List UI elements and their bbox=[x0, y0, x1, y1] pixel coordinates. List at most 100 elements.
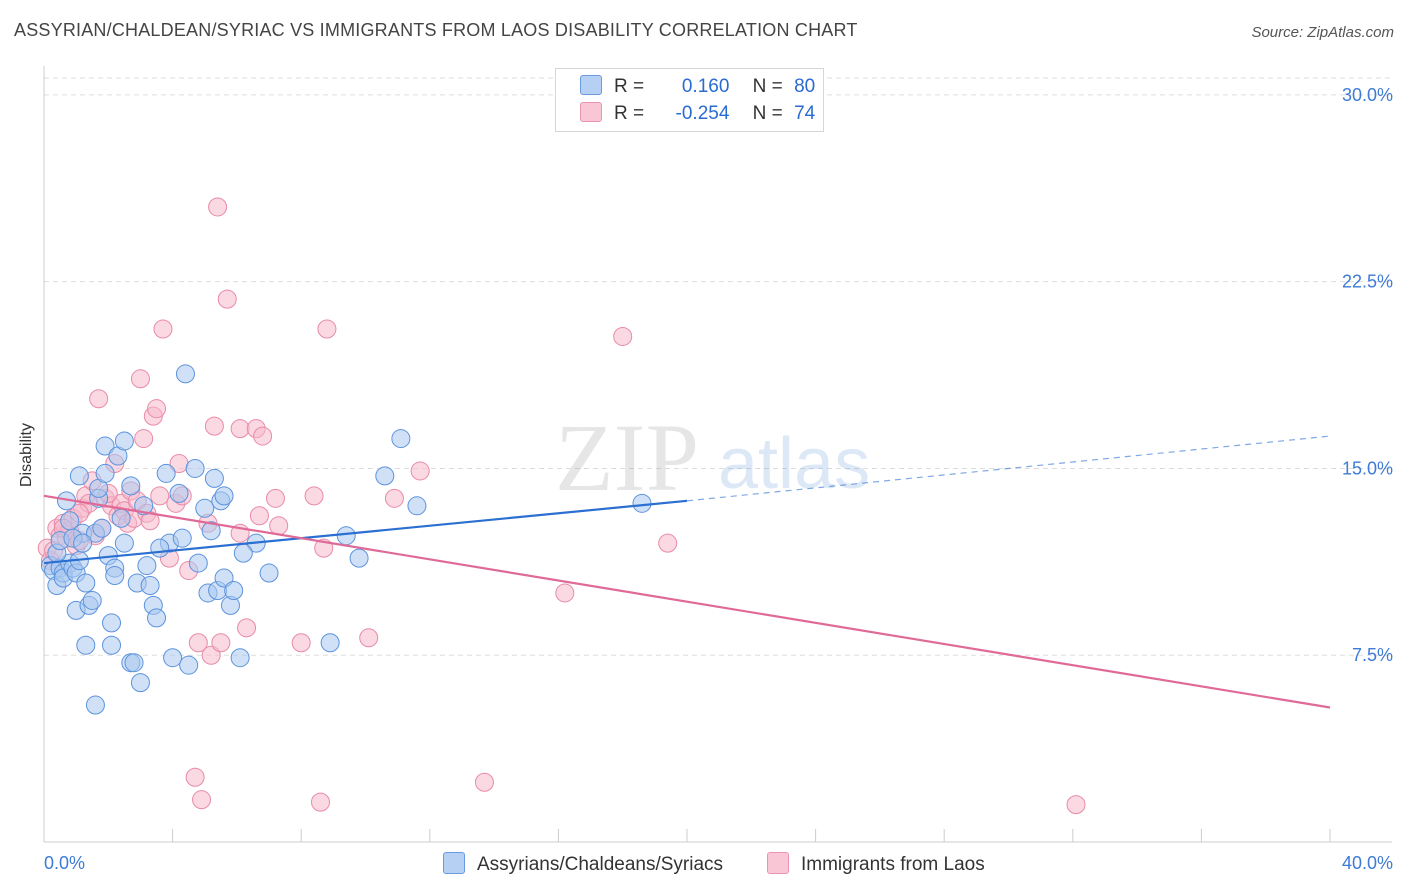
data-point-assyrians bbox=[73, 533, 93, 553]
source-label: Source: ZipAtlas.com bbox=[1251, 24, 1394, 41]
data-point-assyrians bbox=[76, 573, 96, 593]
data-point-assyrians bbox=[130, 673, 150, 693]
data-point-assyrians bbox=[124, 653, 144, 673]
data-point-assyrians bbox=[336, 526, 356, 546]
data-point-assyrians bbox=[111, 508, 131, 528]
data-point-assyrians bbox=[95, 436, 115, 456]
x-tick-label: 40.0% bbox=[1342, 853, 1393, 873]
data-point-assyrians bbox=[233, 543, 253, 563]
y-tick-labels: 7.5% 15.0% 22.5% 30.0% bbox=[1342, 85, 1393, 665]
data-point-laos bbox=[237, 618, 257, 638]
legend-n-value: 74 bbox=[794, 103, 816, 124]
legend-r-label: R = bbox=[614, 76, 645, 97]
legend-swatch-pink bbox=[580, 102, 602, 122]
legend-swatch-blue bbox=[580, 75, 602, 95]
data-point-assyrians bbox=[259, 563, 279, 583]
data-point-laos bbox=[613, 326, 633, 346]
data-point-assyrians bbox=[85, 695, 105, 715]
trend-lines bbox=[43, 435, 1331, 709]
data-point-assyrians bbox=[204, 468, 224, 488]
legend-n-value: 80 bbox=[794, 76, 816, 97]
data-point-assyrians bbox=[391, 429, 411, 449]
data-point-laos bbox=[474, 772, 494, 792]
data-point-assyrians bbox=[169, 483, 189, 503]
correlation-legend: R = 0.160 N = 80 R = -0.254 N = 74 bbox=[555, 68, 824, 132]
data-point-assyrians bbox=[214, 486, 234, 506]
data-point-laos bbox=[1066, 795, 1086, 815]
data-point-laos bbox=[291, 633, 311, 653]
data-point-assyrians bbox=[137, 556, 157, 576]
data-point-laos bbox=[359, 628, 379, 648]
data-point-assyrians bbox=[195, 498, 215, 518]
data-point-laos bbox=[265, 488, 285, 508]
trend-line-assyrians-extrapolated bbox=[686, 435, 1331, 502]
legend-item-laos[interactable]: Immigrants from Laos bbox=[767, 852, 985, 876]
legend-swatch-pink bbox=[767, 852, 789, 874]
data-point-laos bbox=[230, 419, 250, 439]
legend-r-value: 0.160 bbox=[681, 76, 730, 97]
data-point-laos bbox=[410, 461, 430, 481]
data-point-assyrians bbox=[121, 476, 141, 496]
data-point-laos bbox=[188, 633, 208, 653]
data-point-laos bbox=[204, 416, 224, 436]
data-point-assyrians bbox=[102, 613, 122, 633]
chart-title: ASSYRIAN/CHALDEAN/SYRIAC VS IMMIGRANTS F… bbox=[14, 20, 858, 40]
data-point-assyrians bbox=[163, 648, 183, 668]
data-point-assyrians bbox=[156, 463, 176, 483]
watermark-atlas: atlas bbox=[718, 424, 870, 504]
data-point-assyrians bbox=[102, 635, 122, 655]
data-point-assyrians bbox=[179, 655, 199, 675]
legend-r-value: -0.254 bbox=[675, 103, 730, 124]
data-point-assyrians bbox=[172, 528, 192, 548]
data-point-laos bbox=[134, 429, 154, 449]
data-point-laos bbox=[185, 767, 205, 787]
data-point-assyrians bbox=[185, 458, 205, 478]
data-point-laos bbox=[384, 488, 404, 508]
data-point-laos bbox=[555, 583, 575, 603]
data-point-assyrians bbox=[140, 575, 160, 595]
data-point-assyrians bbox=[92, 518, 112, 538]
data-point-laos bbox=[211, 633, 231, 653]
data-point-assyrians bbox=[632, 493, 652, 513]
watermark-zip: ZIP bbox=[555, 404, 699, 511]
data-point-assyrians bbox=[114, 431, 134, 451]
legend-n-label: N = bbox=[752, 103, 783, 124]
data-point-laos bbox=[153, 319, 173, 339]
data-point-laos bbox=[150, 486, 170, 506]
data-point-assyrians bbox=[230, 648, 250, 668]
y-tick-label: 22.5% bbox=[1342, 272, 1393, 292]
series-assyrians bbox=[40, 364, 652, 715]
legend-item-label: Assyrians/Chaldeans/Syriacs bbox=[477, 854, 724, 875]
data-point-assyrians bbox=[224, 580, 244, 600]
series-legend: Assyrians/Chaldeans/Syriacs Immigrants f… bbox=[0, 852, 1406, 878]
x-tick-label: 0.0% bbox=[44, 853, 85, 873]
data-point-laos bbox=[217, 289, 237, 309]
data-point-assyrians bbox=[201, 521, 221, 541]
y-tick-label: 15.0% bbox=[1342, 458, 1393, 478]
legend-item-label: Immigrants from Laos bbox=[801, 854, 985, 875]
data-point-assyrians bbox=[150, 538, 170, 558]
legend-swatch-blue bbox=[443, 852, 465, 874]
y-tick-label: 30.0% bbox=[1342, 85, 1393, 105]
trend-line-laos bbox=[43, 494, 1331, 709]
data-point-laos bbox=[89, 389, 109, 409]
legend-r-label: R = bbox=[614, 103, 645, 124]
data-point-assyrians bbox=[69, 466, 89, 486]
data-point-laos bbox=[208, 197, 228, 217]
legend-item-assyrians[interactable]: Assyrians/Chaldeans/Syriacs bbox=[443, 852, 723, 876]
data-point-assyrians bbox=[349, 548, 369, 568]
y-tick-label: 7.5% bbox=[1352, 645, 1393, 665]
data-point-laos bbox=[269, 516, 289, 536]
data-point-assyrians bbox=[82, 590, 102, 610]
data-point-laos bbox=[658, 533, 678, 553]
data-point-assyrians bbox=[320, 633, 340, 653]
legend-n-label: N = bbox=[752, 76, 783, 97]
data-point-laos bbox=[253, 426, 273, 446]
data-point-assyrians bbox=[114, 533, 134, 553]
data-point-assyrians bbox=[134, 496, 154, 516]
data-point-laos bbox=[249, 506, 269, 526]
data-point-assyrians bbox=[95, 463, 115, 483]
data-point-laos bbox=[317, 319, 337, 339]
data-point-laos bbox=[310, 792, 330, 812]
